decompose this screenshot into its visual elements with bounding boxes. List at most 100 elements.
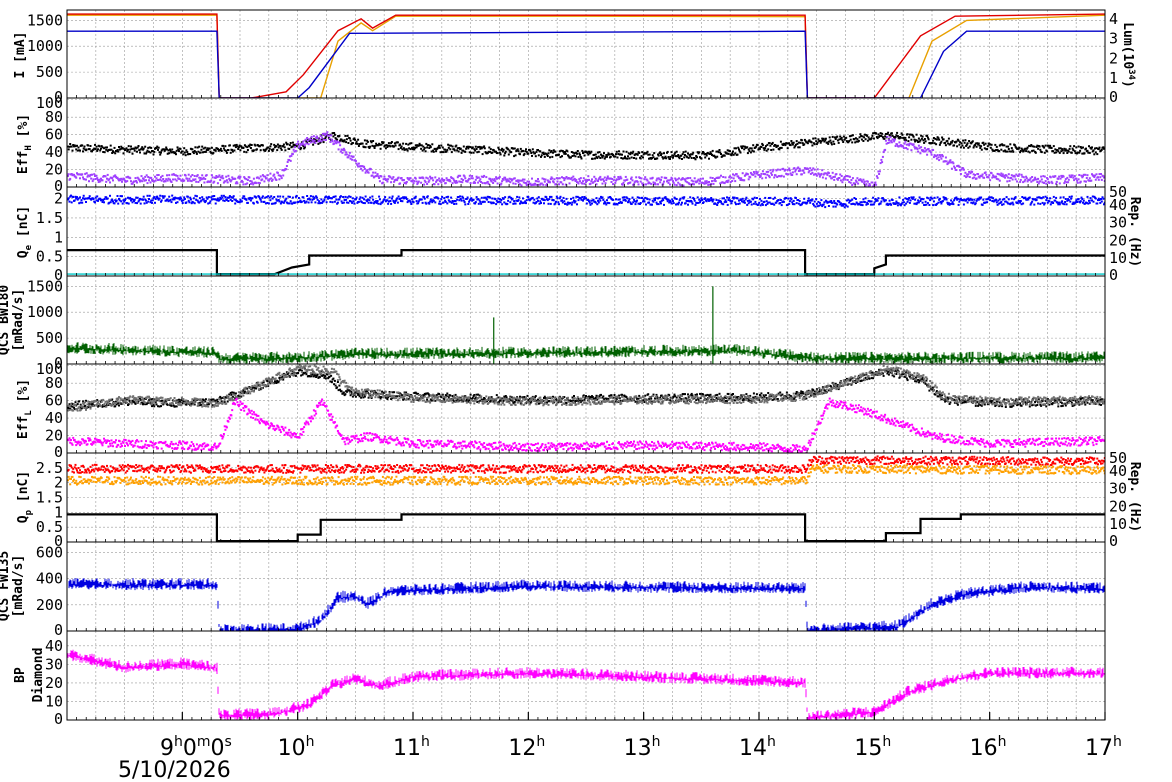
point xyxy=(864,138,867,141)
y2-tick-label: 1 xyxy=(1109,69,1118,87)
point xyxy=(159,194,162,197)
point xyxy=(1072,201,1075,204)
point xyxy=(749,200,752,203)
point xyxy=(657,183,659,186)
point xyxy=(246,182,249,185)
point xyxy=(218,174,221,177)
point xyxy=(549,202,552,205)
point xyxy=(76,403,79,406)
point xyxy=(137,145,140,147)
point xyxy=(701,152,704,155)
point xyxy=(513,147,516,150)
point xyxy=(461,181,464,184)
point xyxy=(701,198,704,201)
point xyxy=(683,156,686,159)
point xyxy=(637,202,640,205)
point xyxy=(922,149,925,152)
point xyxy=(655,179,658,182)
point xyxy=(146,149,149,152)
point xyxy=(353,137,356,140)
y-tick-label: 20 xyxy=(45,161,63,179)
point xyxy=(711,149,714,152)
point xyxy=(681,158,683,160)
point xyxy=(509,181,512,184)
point xyxy=(199,177,202,179)
point xyxy=(678,177,680,180)
point xyxy=(621,157,624,160)
point xyxy=(492,182,495,184)
point xyxy=(788,200,791,203)
point xyxy=(670,151,673,154)
point xyxy=(962,203,965,206)
point xyxy=(825,200,828,203)
point xyxy=(82,176,84,179)
point xyxy=(366,139,369,142)
point xyxy=(1092,149,1095,152)
point xyxy=(98,178,101,181)
point xyxy=(999,174,1002,177)
point xyxy=(516,195,519,198)
point xyxy=(386,199,389,202)
point xyxy=(112,179,114,182)
point xyxy=(566,203,569,206)
point xyxy=(297,140,300,143)
point xyxy=(270,202,273,205)
point xyxy=(517,199,520,201)
point xyxy=(809,201,812,204)
point xyxy=(1075,146,1078,149)
point xyxy=(371,195,374,198)
point xyxy=(870,200,873,203)
point xyxy=(582,198,585,201)
point xyxy=(350,200,353,203)
point xyxy=(181,178,184,181)
point xyxy=(250,144,253,146)
point xyxy=(89,145,92,147)
point xyxy=(319,134,322,137)
point xyxy=(339,150,342,153)
point xyxy=(687,177,689,180)
point xyxy=(534,155,537,158)
point xyxy=(175,149,178,152)
point xyxy=(309,198,312,201)
point xyxy=(741,197,744,200)
point xyxy=(824,206,827,209)
point xyxy=(897,145,900,148)
point xyxy=(503,201,506,204)
point xyxy=(998,198,1001,201)
point xyxy=(245,151,248,154)
point xyxy=(811,198,814,201)
point xyxy=(147,401,150,404)
point xyxy=(269,199,272,202)
point xyxy=(277,146,280,149)
point xyxy=(870,137,873,140)
point xyxy=(386,180,389,183)
point xyxy=(302,145,305,148)
y2-tick-label: 40 xyxy=(1109,196,1127,214)
point xyxy=(117,178,120,181)
point xyxy=(1076,179,1079,182)
point xyxy=(940,140,943,143)
point xyxy=(349,139,352,142)
point xyxy=(900,203,903,205)
point xyxy=(786,147,789,150)
point xyxy=(1088,145,1090,148)
point xyxy=(932,200,935,203)
point xyxy=(267,195,270,198)
point xyxy=(68,200,71,203)
point xyxy=(917,137,920,140)
point xyxy=(104,175,107,178)
point xyxy=(170,201,173,204)
point xyxy=(483,147,486,150)
point xyxy=(354,142,357,145)
point xyxy=(372,145,375,148)
point xyxy=(308,197,311,200)
point xyxy=(103,201,105,204)
point xyxy=(222,194,225,197)
point xyxy=(743,148,746,151)
point xyxy=(738,148,740,151)
point xyxy=(363,167,366,170)
point xyxy=(978,176,981,179)
point xyxy=(591,157,594,160)
point xyxy=(1001,144,1004,147)
point xyxy=(1040,151,1043,154)
